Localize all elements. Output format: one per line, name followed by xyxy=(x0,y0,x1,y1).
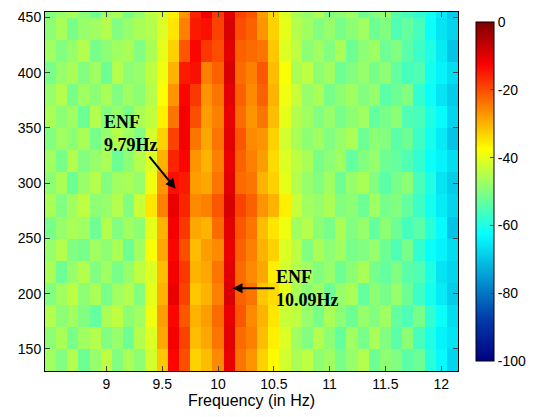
svg-text:ENF9.79Hz: ENF9.79Hz xyxy=(104,112,158,155)
svg-text:300: 300 xyxy=(18,175,42,191)
svg-text:350: 350 xyxy=(18,120,42,136)
svg-text:11: 11 xyxy=(322,376,337,392)
svg-text:9: 9 xyxy=(102,376,110,392)
svg-text:12: 12 xyxy=(433,376,449,392)
svg-text:9.5: 9.5 xyxy=(152,376,172,392)
svg-text:-20: -20 xyxy=(498,82,518,98)
svg-text:-40: -40 xyxy=(498,150,518,166)
svg-text:450: 450 xyxy=(18,9,42,25)
svg-text:ENF10.09Hz: ENF10.09Hz xyxy=(276,267,339,310)
svg-text:0: 0 xyxy=(498,14,506,30)
svg-text:200: 200 xyxy=(18,286,42,302)
svg-text:250: 250 xyxy=(18,230,42,246)
svg-text:-80: -80 xyxy=(498,285,518,301)
svg-text:150: 150 xyxy=(18,341,42,357)
svg-text:11.5: 11.5 xyxy=(372,376,398,392)
svg-text:10: 10 xyxy=(210,376,226,392)
svg-text:-100: -100 xyxy=(498,353,526,369)
svg-text:Frequency (in Hz): Frequency (in Hz) xyxy=(188,392,315,409)
svg-text:10.5: 10.5 xyxy=(260,376,287,392)
svg-text:400: 400 xyxy=(18,65,42,81)
svg-text:-60: -60 xyxy=(498,217,518,233)
